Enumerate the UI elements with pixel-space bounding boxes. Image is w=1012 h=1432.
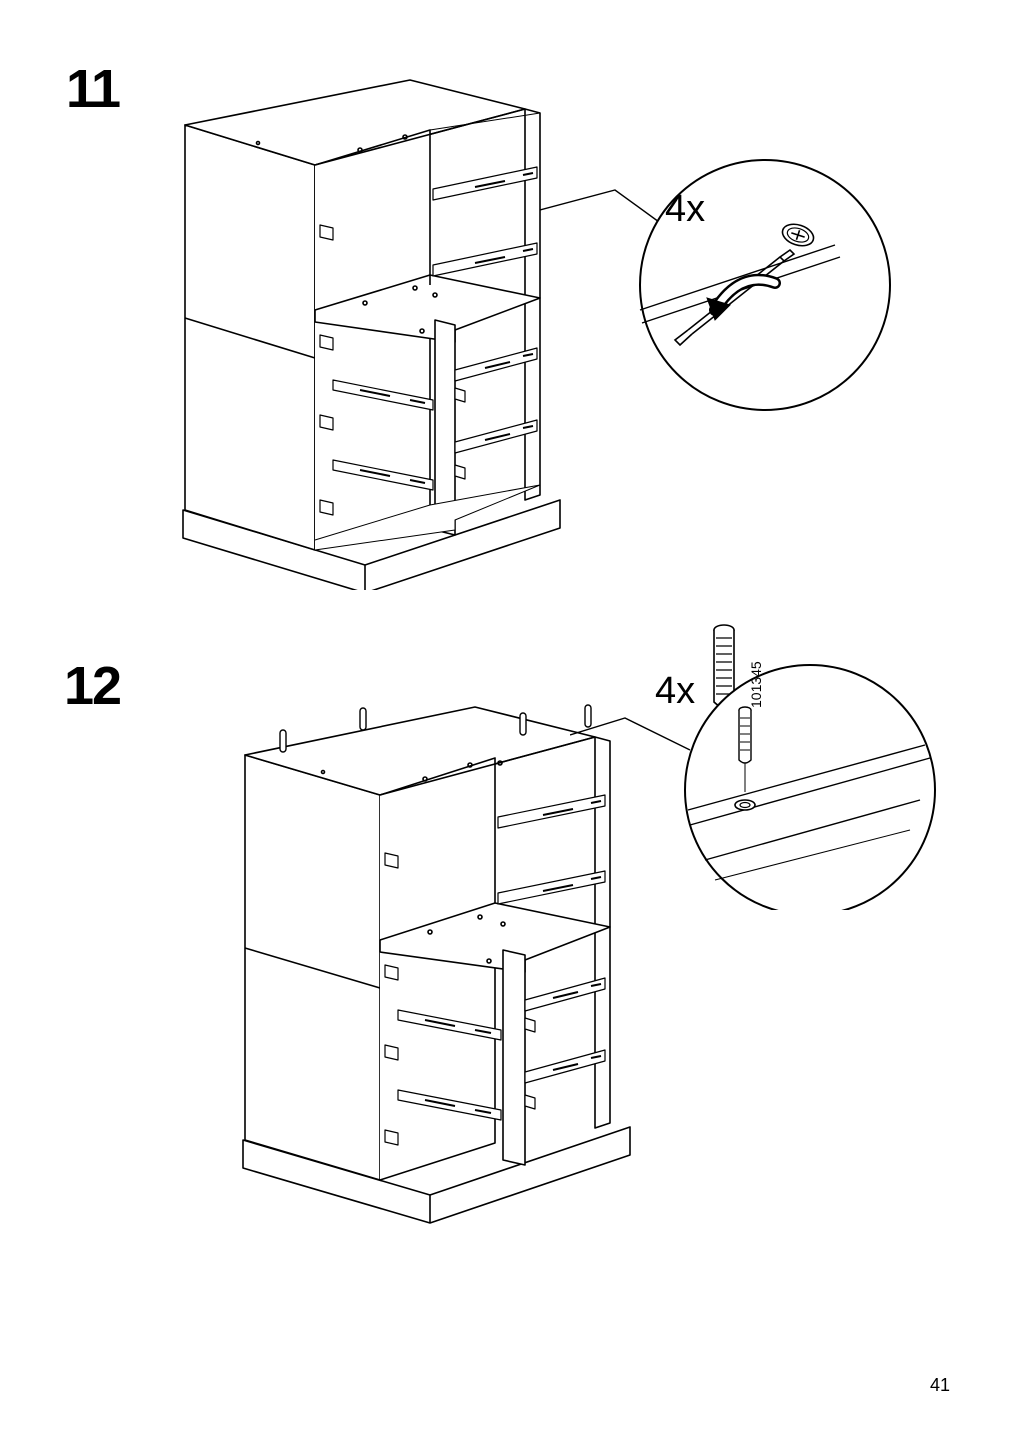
step-11-quantity: 4x	[665, 188, 705, 231]
step-11-callout	[540, 155, 900, 415]
step-number-11: 11	[66, 58, 119, 120]
page-number: 41	[930, 1375, 950, 1396]
part-number: 101345	[748, 661, 764, 708]
step-12-quantity: 4x	[655, 670, 695, 713]
instruction-page: 11	[0, 0, 1012, 1432]
step-number-12: 12	[64, 655, 120, 717]
